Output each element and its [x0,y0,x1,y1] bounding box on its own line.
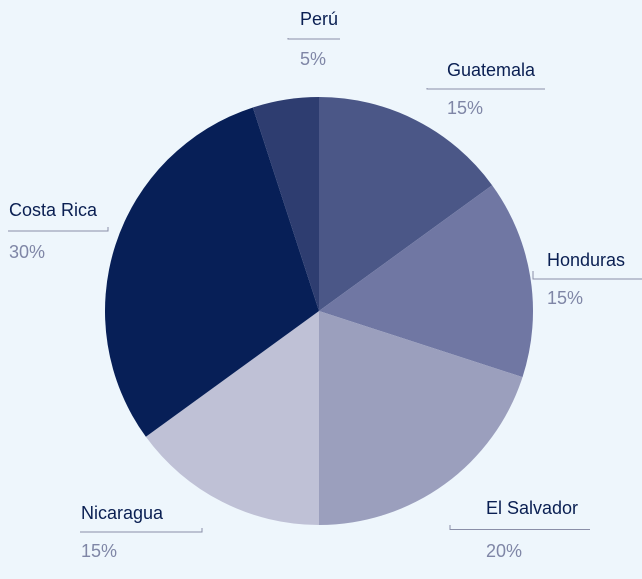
pie-slice-costa-rica [104,107,320,437]
leader-line-honduras [532,271,642,280]
slice-label-nicaragua: Nicaragua [81,503,164,523]
slice-value-el-salvador: 20% [486,541,522,561]
slice-label-perú: Perú [300,9,338,29]
slice-label-el-salvador: El Salvador [486,498,578,518]
slice-label-honduras: Honduras [547,250,625,270]
pie-slice-nicaragua [145,311,319,525]
slice-label-guatemala: Guatemala [447,60,536,80]
pie-slice-honduras [319,185,534,378]
leader-line-el-salvador [449,525,590,530]
pie-slice-guatemala [319,97,493,311]
slice-label-costa-rica: Costa Rica [9,200,98,220]
leader-line-perú [287,38,340,40]
slice-value-guatemala: 15% [447,98,483,118]
leader-line-costa-rica [8,227,109,232]
leader-lines-layer [8,38,642,533]
slice-value-costa-rica: 30% [9,242,45,262]
pie-slice-el-salvador [319,311,523,525]
pie-slice-perú [252,97,319,311]
slice-value-perú: 5% [300,49,326,69]
leader-line-nicaragua [80,528,203,533]
slices-layer [104,97,534,525]
leader-line-guatemala [426,88,545,90]
slice-value-honduras: 15% [547,288,583,308]
slice-value-nicaragua: 15% [81,541,117,561]
labels-layer: Guatemala 15% Honduras 15% El Salvador 20% Nic… [9,9,625,561]
